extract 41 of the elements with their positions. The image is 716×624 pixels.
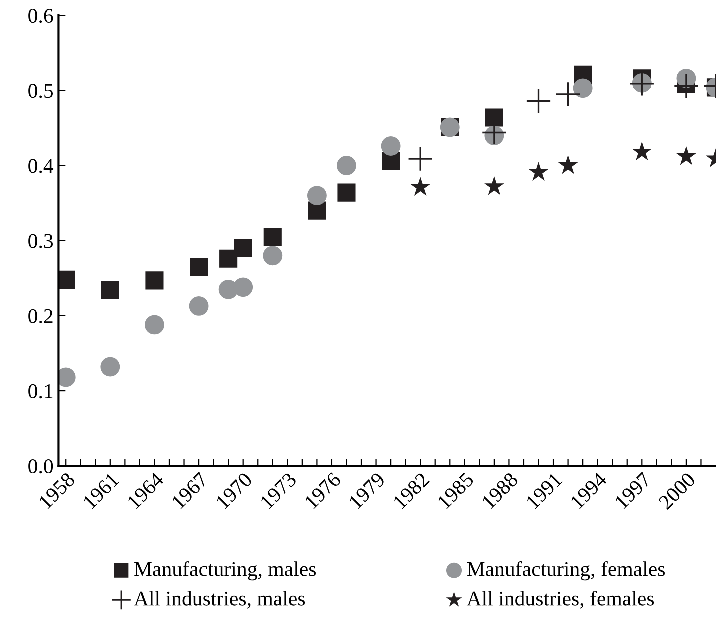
y-tick-label: 0.5 [28,84,54,98]
point [573,78,593,98]
y-tick-label: 0.0 [28,460,54,474]
y-tick-label: 0.2 [28,309,53,324]
legend-label: Manufacturing, males [134,561,316,581]
y-tick-label: 0.3 [28,234,54,248]
point [632,142,652,161]
point [58,270,76,289]
point [264,228,282,246]
point [190,258,208,276]
point [307,186,327,206]
point [234,278,254,298]
point [189,296,209,316]
legend-label: Manufacturing, females [467,561,666,581]
point [381,136,401,156]
point [337,156,356,176]
point [558,155,578,174]
point [674,74,698,98]
point [338,184,356,202]
point [485,108,504,127]
point [410,177,430,196]
point [220,250,238,268]
y-tick-label: 0.4 [28,159,54,174]
x-tick-label: 1991 [526,472,564,510]
point [528,162,549,181]
point [526,89,551,114]
point [145,315,164,335]
point [146,272,164,290]
point [408,147,432,171]
legend-label: All industries, males [134,591,306,609]
point [484,176,504,196]
point [556,82,580,106]
y-tick-label: 0.1 [28,384,53,399]
x-tick-label: 1961 [82,472,120,510]
point [676,146,696,166]
point [101,281,120,300]
y-tick-label: 0.6 [28,8,54,24]
legend-label: All industries, females [466,590,654,609]
point [100,357,120,377]
point [234,239,252,258]
point [263,246,283,266]
